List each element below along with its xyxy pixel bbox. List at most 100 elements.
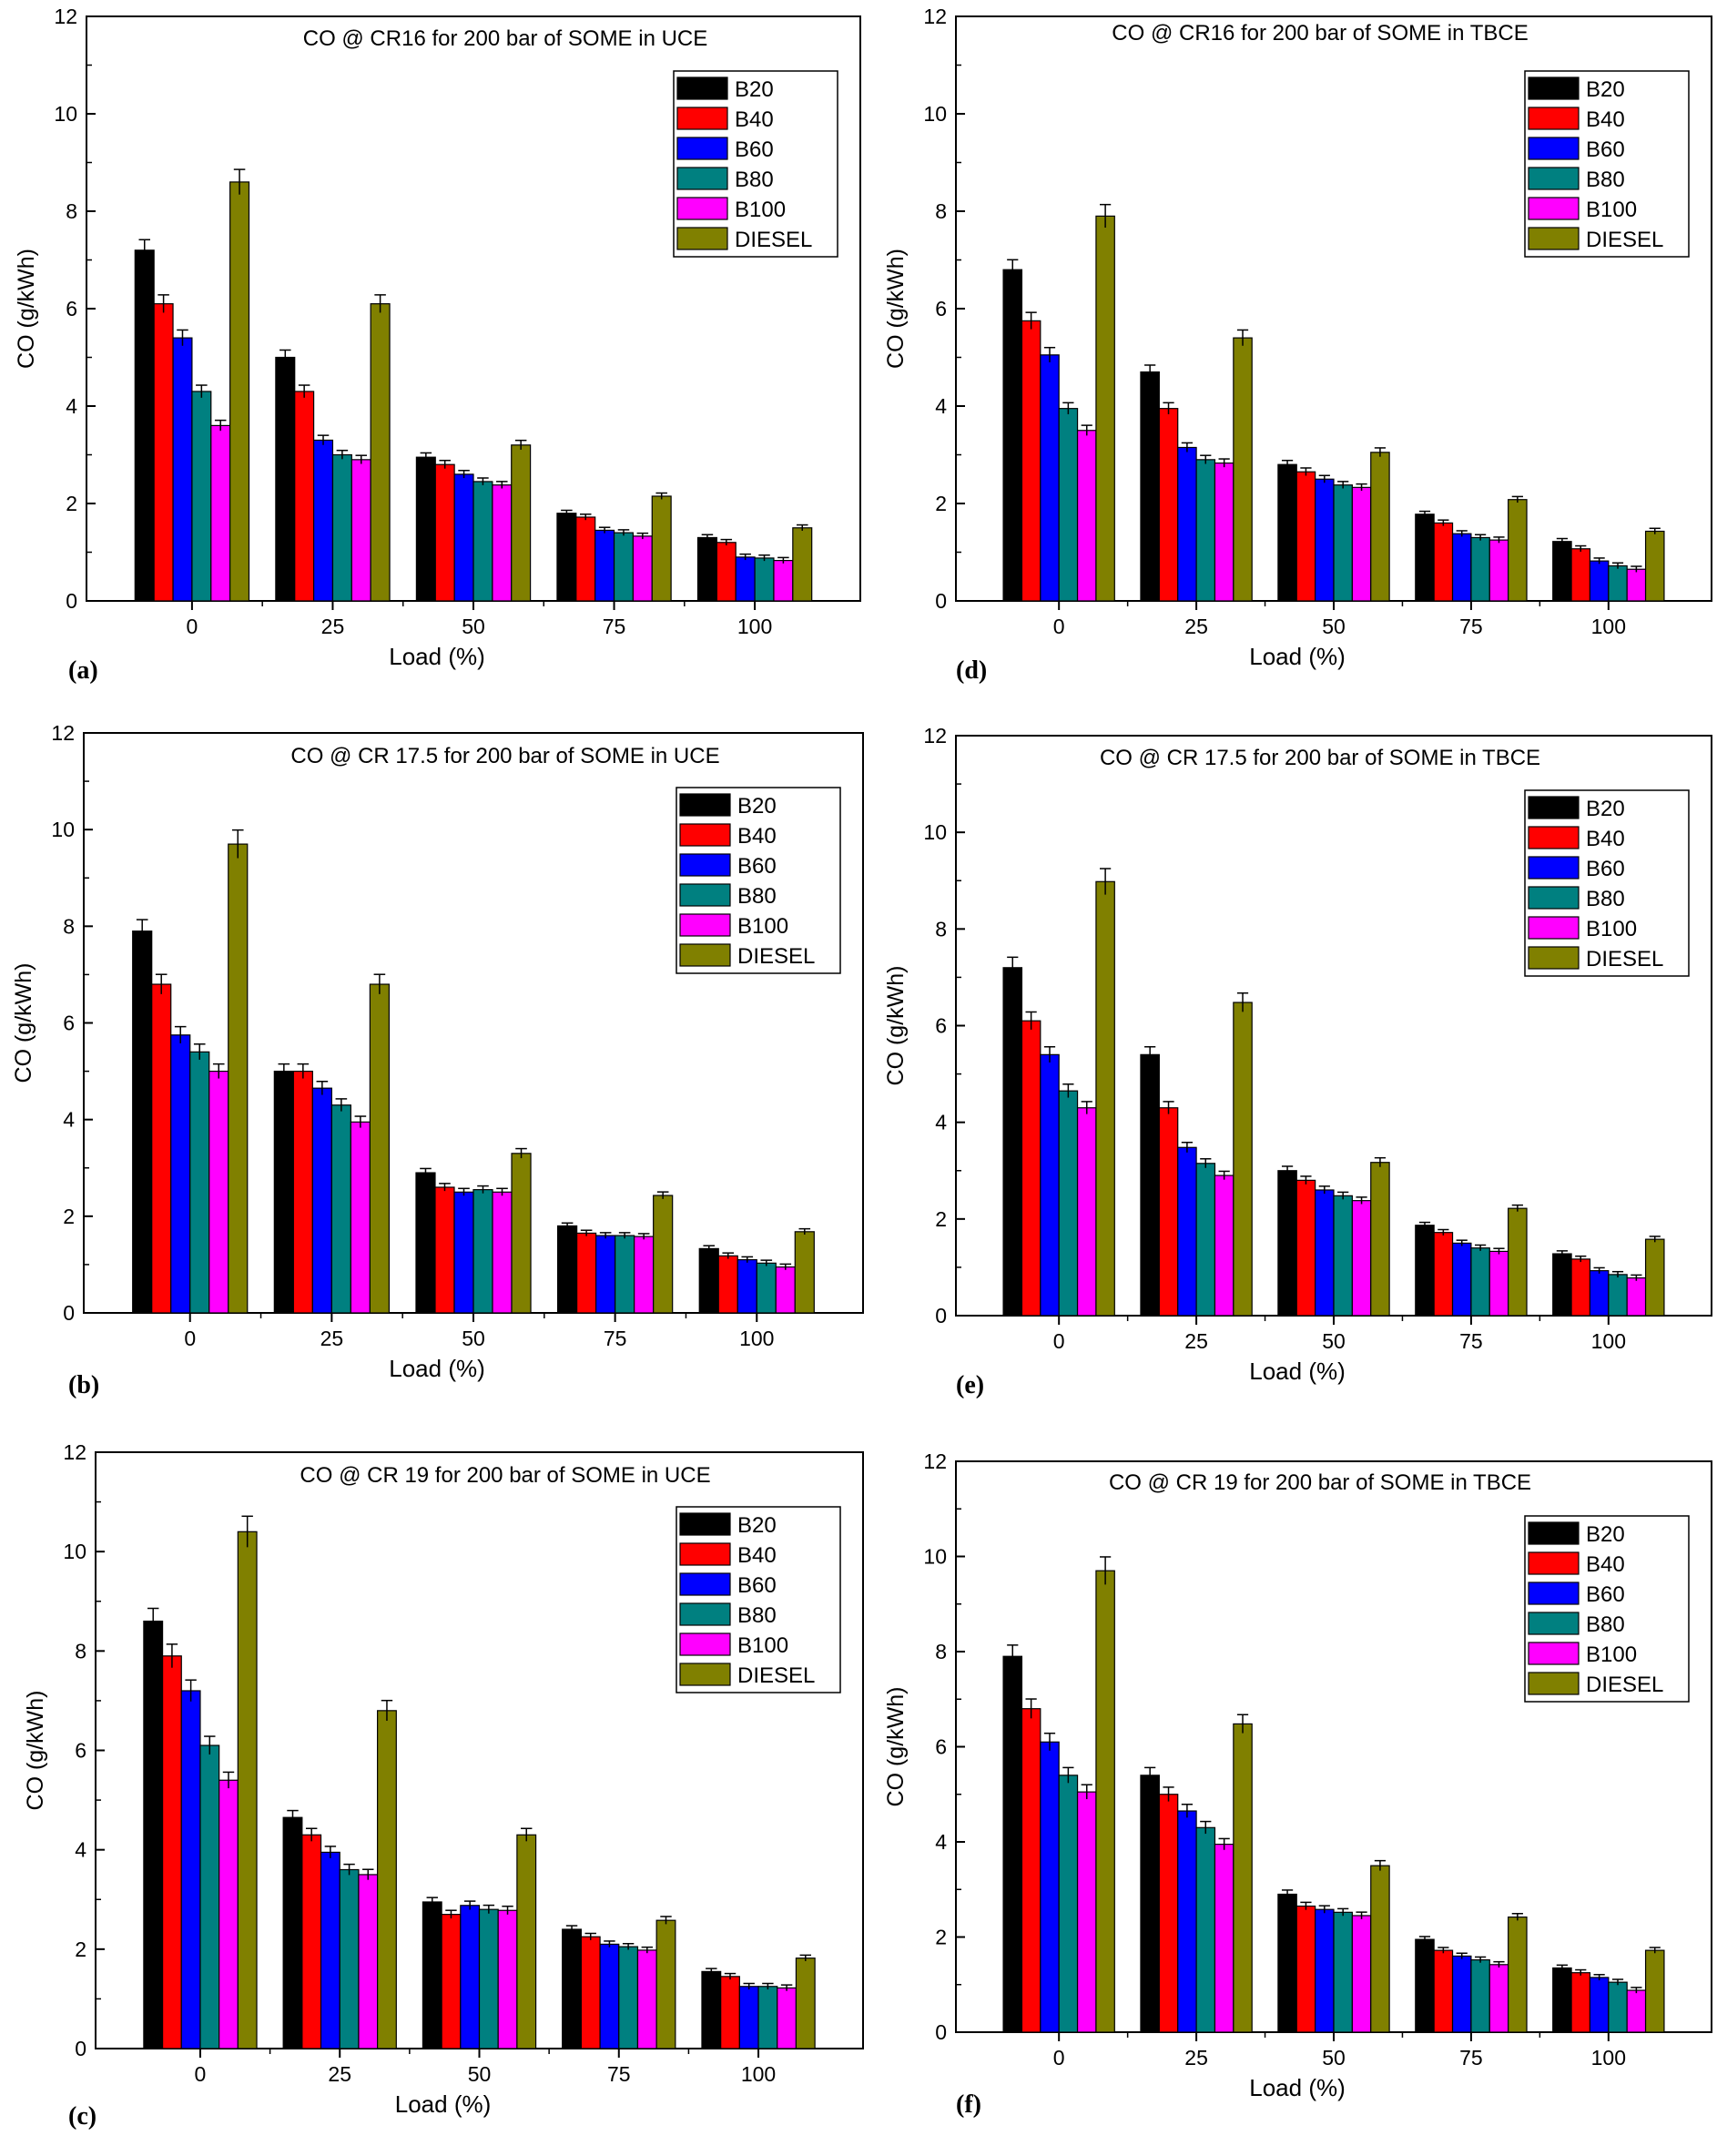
x-tick-label: 0 [1053, 1329, 1065, 1353]
bar-b20-load-0 [132, 931, 153, 1314]
legend-box [1524, 70, 1690, 258]
bar-b40-load-75 [1433, 1232, 1454, 1317]
legend-label-b60: B60 [1586, 137, 1625, 162]
y-tick-label: 6 [935, 1014, 947, 1038]
error-bar-diesel-load-100 [1649, 527, 1661, 534]
bar-b60-load-100 [1589, 1270, 1610, 1317]
x-tick-label: 50 [1322, 615, 1346, 638]
bar-diesel-load-75 [1508, 1207, 1528, 1317]
chart-title: CO @ CR 17.5 for 200 bar of SOME in TBCE [1100, 746, 1540, 770]
bar-b20-load-100 [701, 1970, 722, 2049]
legend-swatch-b20 [1528, 76, 1580, 100]
error-bar-b80-load-75 [622, 1942, 635, 1950]
error-bar-b80-load-100 [1611, 1270, 1624, 1278]
error-bar-b40-load-75 [1438, 1947, 1449, 1954]
error-bar-b40-load-25 [1163, 1786, 1174, 1802]
error-bar-b40-load-50 [445, 1909, 457, 1919]
bar-b20-load-0 [1002, 269, 1023, 602]
error-bar-b80-load-25 [336, 449, 349, 460]
legend-label-b20: B20 [1586, 1522, 1625, 1547]
legend-swatch-b100 [679, 913, 731, 937]
error-bar-b40-load-75 [579, 514, 592, 521]
legend-label-b20: B20 [1586, 77, 1625, 102]
bar-b100-load-100 [775, 1266, 796, 1314]
bar-b20-load-50 [1277, 1170, 1297, 1317]
y-tick-label: 8 [935, 199, 947, 223]
error-bar-b40-load-0 [1025, 1698, 1037, 1719]
error-bar-b60-load-25 [317, 434, 330, 445]
error-bar-b20-load-0 [1007, 259, 1019, 280]
bar-b80-load-0 [1058, 408, 1079, 602]
error-bar-diesel-load-25 [1236, 329, 1249, 346]
legend-label-b80: B80 [735, 168, 774, 192]
bar-b20-load-100 [1552, 1967, 1572, 2033]
error-bar-b100-load-0 [1081, 1784, 1092, 1800]
legend-label-b60: B60 [737, 854, 777, 879]
y-tick-label: 10 [923, 102, 947, 126]
error-bar-b80-load-0 [1062, 1766, 1074, 1784]
panel-letter: (a) [68, 656, 98, 685]
bar-diesel-load-25 [1233, 1002, 1253, 1317]
bar-b60-load-0 [180, 1690, 201, 2049]
bar-b40-load-100 [1570, 1258, 1591, 1317]
error-bar-b60-load-50 [1318, 474, 1330, 483]
bar-b80-load-25 [1195, 459, 1216, 602]
bar-b80-load-75 [618, 1946, 639, 2049]
legend-label-b20: B20 [1586, 797, 1625, 821]
error-bar-b100-load-75 [1493, 536, 1505, 544]
y-axis-label: CO (g/kWh) [11, 963, 36, 1083]
legend-label-b40: B40 [1586, 107, 1625, 132]
bar-diesel-load-75 [655, 1919, 676, 2049]
bar-b60-load-50 [1315, 478, 1335, 602]
legend-swatch-b80 [679, 883, 731, 907]
y-tick-label: 6 [63, 1012, 75, 1035]
x-axis-label: Load (%) [1249, 2074, 1346, 2101]
legend-swatch-b60 [679, 1572, 731, 1596]
bar-b60-load-75 [595, 1235, 616, 1314]
bar-b40-load-100 [716, 542, 737, 602]
error-bar-b100-load-100 [1631, 1274, 1642, 1281]
legend-swatch-b100 [676, 197, 728, 220]
error-bar-b60-load-100 [1593, 557, 1605, 564]
bar-b80-load-100 [756, 1262, 777, 1314]
bar-b80-load-75 [615, 1235, 635, 1314]
legend-swatch-b20 [676, 76, 728, 100]
bar-b40-load-100 [720, 1976, 740, 2049]
chart-title: CO @ CR 19 for 200 bar of SOME in UCE [300, 1463, 710, 1488]
error-bar-b20-load-50 [420, 1167, 432, 1177]
bar-diesel-load-50 [516, 1834, 537, 2049]
legend-swatch-b20 [1528, 1521, 1580, 1545]
error-bar-b20-load-25 [1144, 364, 1156, 380]
bar-b20-load-100 [1552, 1253, 1572, 1317]
bar-b60-load-100 [735, 556, 756, 602]
error-bar-b60-load-50 [463, 1900, 476, 1910]
bar-b100-load-75 [1488, 1964, 1509, 2033]
x-axis-label: Load (%) [395, 2090, 492, 2118]
x-tick-label: 50 [462, 1327, 485, 1350]
legend-box [1524, 789, 1690, 977]
error-bar-b100-load-75 [1493, 1960, 1505, 1968]
bar-b20-load-75 [1415, 1225, 1435, 1317]
error-bar-b40-load-25 [1163, 1101, 1174, 1114]
bar-b40-load-75 [1433, 1949, 1454, 2033]
error-bar-b100-load-0 [212, 1063, 225, 1079]
bar-diesel-load-0 [1095, 1570, 1115, 2033]
error-bar-diesel-load-0 [1100, 203, 1112, 229]
y-tick-label: 2 [75, 1937, 86, 1961]
error-bar-b100-load-0 [214, 419, 227, 432]
error-bar-b100-load-50 [1356, 483, 1367, 492]
error-bar-b100-load-0 [222, 1771, 235, 1789]
error-bar-b80-load-0 [1062, 402, 1074, 415]
y-tick-label: 2 [935, 492, 947, 515]
legend-label-b100: B100 [737, 914, 788, 939]
bar-b100-load-75 [632, 535, 653, 602]
bar-b60-load-50 [453, 1191, 474, 1314]
chart-panel-2: CO @ CR 17.5 for 200 bar of SOME in UCE 0… [11, 721, 864, 1399]
error-bar-diesel-load-0 [241, 1515, 253, 1548]
bar-b60-load-0 [1040, 1053, 1060, 1317]
error-bar-diesel-load-75 [655, 492, 667, 500]
error-bar-b40-load-25 [297, 1063, 310, 1079]
error-bar-b20-load-25 [278, 1063, 290, 1079]
legend-swatch-b40 [679, 1542, 731, 1566]
error-bar-b60-load-100 [743, 1982, 755, 1990]
